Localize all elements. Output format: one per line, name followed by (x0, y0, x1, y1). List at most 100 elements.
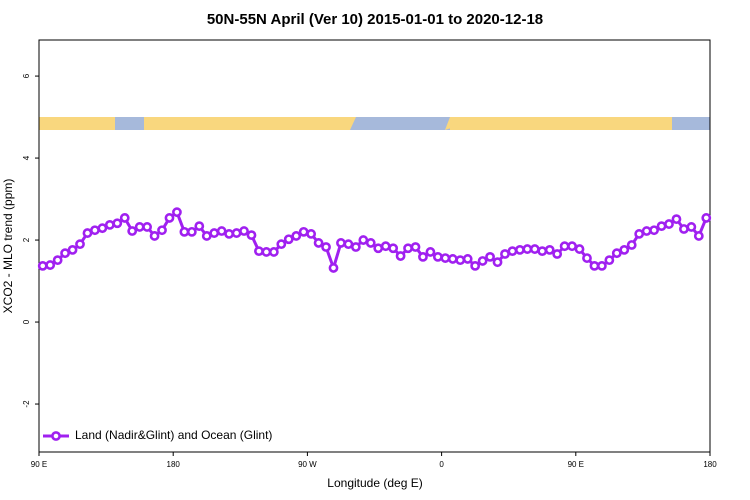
y-tick-label: -2 (22, 400, 31, 408)
point (701, 213, 712, 223)
point (492, 257, 503, 268)
point (328, 263, 339, 273)
point (149, 231, 160, 241)
plot-frame (38, 39, 711, 453)
point (239, 226, 249, 236)
point (432, 251, 443, 262)
point (664, 219, 674, 229)
point (634, 229, 645, 239)
point (693, 231, 704, 241)
point (544, 244, 555, 255)
point (283, 234, 294, 245)
point (626, 240, 637, 250)
point (686, 222, 697, 232)
point (559, 241, 570, 252)
point (552, 249, 563, 259)
point (358, 235, 369, 245)
point (104, 219, 115, 230)
point (224, 229, 235, 239)
point (350, 242, 361, 252)
point (209, 228, 220, 238)
point (365, 238, 376, 248)
point (522, 244, 533, 254)
point (127, 226, 138, 236)
point (164, 213, 175, 223)
x-tick-label: 180 (703, 460, 717, 469)
point (611, 248, 622, 259)
point (500, 249, 510, 259)
point (485, 251, 495, 262)
point (306, 229, 317, 239)
x-axis-label: Longitude (deg E) (327, 476, 422, 490)
point (201, 231, 212, 241)
point (574, 244, 585, 254)
point (529, 244, 540, 254)
y-tick-label: 2 (22, 237, 31, 242)
point (440, 253, 451, 263)
x-tick-label: 90 E (31, 460, 47, 469)
point (567, 241, 577, 252)
point (477, 256, 488, 266)
point (410, 242, 421, 252)
point (194, 221, 205, 232)
point (455, 255, 466, 266)
point (582, 253, 592, 263)
point (373, 243, 384, 254)
point (186, 226, 197, 237)
point (589, 260, 600, 271)
y-tick-label: 4 (22, 155, 31, 160)
point (67, 244, 78, 255)
point (231, 228, 242, 238)
point (179, 226, 190, 237)
point (97, 223, 108, 234)
x-tick-label: 90 W (298, 460, 317, 469)
y-tick-label: 6 (22, 73, 31, 78)
point (82, 228, 93, 238)
point (60, 248, 70, 259)
point (37, 260, 48, 271)
point (514, 244, 525, 255)
point (649, 225, 659, 236)
point (425, 247, 436, 257)
chart-title: 50N-55N April (Ver 10) 2015-01-01 to 202… (207, 11, 543, 28)
point (679, 224, 689, 234)
point (75, 239, 85, 250)
point (276, 239, 287, 250)
point (656, 221, 667, 232)
point (447, 254, 458, 264)
point (336, 238, 346, 248)
point (112, 218, 123, 229)
y-tick-label: 0 (22, 319, 31, 324)
point (268, 247, 279, 257)
legend-marker (51, 431, 61, 441)
point (380, 241, 391, 252)
x-tick-label: 0 (439, 460, 444, 469)
x-tick-label: 90 E (568, 460, 584, 469)
point (604, 255, 615, 266)
point (291, 231, 302, 241)
point (45, 260, 56, 270)
point (388, 243, 399, 254)
point (216, 226, 227, 236)
point (157, 225, 167, 236)
x-tick-label: 180 (167, 460, 181, 469)
point (671, 214, 682, 225)
point (470, 260, 481, 271)
point (313, 238, 324, 248)
point (246, 230, 257, 241)
point (395, 251, 406, 261)
point (254, 246, 264, 257)
point (90, 225, 100, 236)
point (537, 246, 548, 257)
point (462, 254, 473, 264)
point (134, 222, 145, 232)
point (261, 247, 272, 257)
point (403, 243, 413, 254)
point (52, 255, 63, 266)
point (298, 226, 309, 237)
point (142, 222, 153, 232)
point (119, 213, 130, 223)
point (343, 239, 354, 250)
point (418, 251, 428, 262)
